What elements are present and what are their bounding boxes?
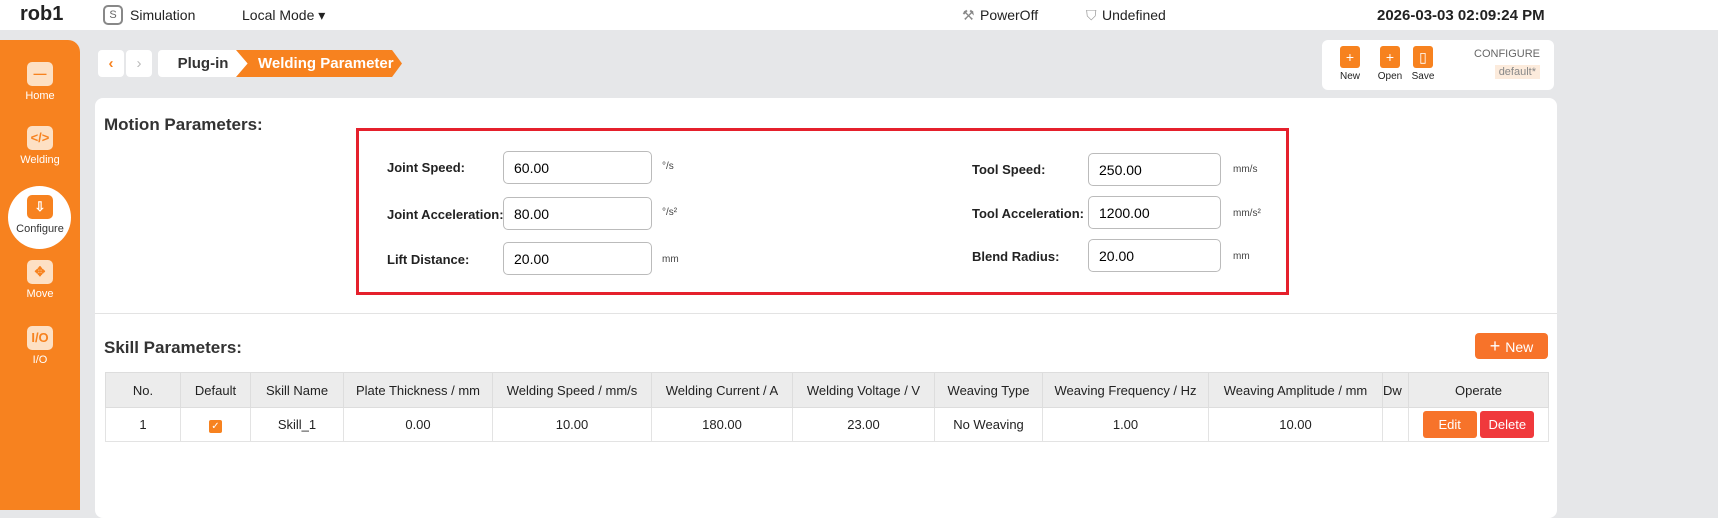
joint-acceleration-label: Joint Acceleration: [387, 207, 504, 222]
delete-button[interactable]: Delete [1480, 411, 1535, 438]
folder-icon: + [1380, 46, 1400, 68]
sidebar-item-configure[interactable]: ⇩ Configure [0, 195, 80, 235]
tool-speed-label: Tool Speed: [972, 162, 1046, 177]
sidebar-item-io[interactable]: I/O I/O [0, 326, 80, 366]
joint-speed-label: Joint Speed: [387, 160, 466, 175]
power-status: PowerOff [980, 7, 1039, 23]
welding-icon: </> [27, 126, 53, 150]
motion-parameters-highlight: Joint Speed: °/s Joint Acceleration: °/s… [356, 128, 1289, 295]
control-mode-dropdown[interactable]: Local Mode ▾ [242, 7, 326, 23]
cell-current: 180.00 [651, 407, 793, 442]
sidebar-item-label: I/O [32, 354, 48, 366]
config-name: default* [1494, 65, 1540, 79]
lift-distance-input[interactable] [503, 242, 652, 275]
robot-name: rob1 [20, 3, 64, 25]
forward-button[interactable]: › [126, 50, 152, 77]
shield-icon: ⛉ [1086, 7, 1097, 23]
safety-status: Undefined [1102, 7, 1166, 23]
back-button[interactable]: ‹ [98, 50, 124, 77]
col-welding-current: Welding Current / A [651, 372, 793, 408]
tool-acceleration-input[interactable] [1088, 196, 1221, 229]
cell-weaving-type: No Weaving [934, 407, 1043, 442]
default-checkbox[interactable]: ✓ [209, 419, 222, 433]
tool-speed-input[interactable] [1088, 153, 1221, 186]
col-dw: Dw [1382, 372, 1409, 408]
edit-button[interactable]: Edit [1422, 411, 1477, 438]
plus-icon: + [1489, 336, 1506, 356]
tool-acceleration-label: Tool Acceleration: [972, 206, 1084, 221]
breadcrumb-plugin[interactable]: Plug-in [158, 50, 248, 77]
table-header: No. Default Skill Name Plate Thickness /… [105, 372, 1549, 408]
sidebar: — Home </> Welding ⇩ Configure ✥ Move I/O I/O [0, 40, 80, 510]
col-skill-name: Skill Name [250, 372, 344, 408]
sidebar-item-label: Move [26, 288, 54, 300]
mode-label: Simulation [130, 7, 196, 23]
sidebar-item-home[interactable]: — Home [0, 62, 80, 102]
cell-voltage: 23.00 [792, 407, 935, 442]
configure-title: CONFIGURE [1474, 48, 1540, 60]
robot-arm-icon: ⚒ [962, 7, 975, 23]
table-row: 1 ✓ Skill_1 0.00 10.00 180.00 23.00 No W… [105, 407, 1549, 442]
col-operate: Operate [1408, 372, 1549, 408]
cell-plate: 0.00 [343, 407, 493, 442]
cell-speed: 10.00 [492, 407, 652, 442]
col-no: No. [105, 372, 181, 408]
breadcrumb-welding-parameter: Welding Parameter [236, 50, 402, 77]
sidebar-item-welding[interactable]: </> Welding [0, 126, 80, 166]
new-skill-button[interactable]: + New [1475, 333, 1548, 359]
cell-default: ✓ [180, 407, 251, 442]
blend-radius-input[interactable] [1088, 239, 1221, 272]
home-icon: — [27, 62, 53, 86]
divider [95, 313, 1557, 314]
new-config-button[interactable]: + New [1335, 46, 1365, 82]
sidebar-item-label: Welding [20, 154, 60, 166]
col-welding-speed: Welding Speed / mm/s [492, 372, 652, 408]
skill-table: No. Default Skill Name Plate Thickness /… [105, 372, 1549, 442]
motion-parameters-title: Motion Parameters: [104, 115, 263, 134]
blend-radius-unit: mm [1233, 251, 1250, 262]
cell-no: 1 [105, 407, 181, 442]
sidebar-item-label: Configure [16, 223, 64, 235]
blend-radius-label: Blend Radius: [972, 249, 1060, 264]
joint-speed-unit: °/s [662, 161, 674, 172]
cell-frequency: 1.00 [1042, 407, 1209, 442]
move-icon: ✥ [27, 260, 53, 284]
joint-speed-input[interactable] [503, 151, 652, 184]
open-config-button[interactable]: + Open [1375, 46, 1405, 82]
col-weaving-amplitude: Weaving Amplitude / mm [1208, 372, 1383, 408]
configure-icon: ⇩ [27, 195, 53, 219]
col-plate-thickness: Plate Thickness / mm [343, 372, 493, 408]
col-weaving-type: Weaving Type [934, 372, 1043, 408]
sidebar-item-move[interactable]: ✥ Move [0, 260, 80, 300]
skill-parameters-title: Skill Parameters: [104, 338, 242, 357]
simulation-icon: S [103, 5, 123, 25]
cell-amplitude: 10.00 [1208, 407, 1383, 442]
io-icon: I/O [27, 326, 53, 350]
col-weaving-frequency: Weaving Frequency / Hz [1042, 372, 1209, 408]
tool-speed-unit: mm/s [1233, 164, 1258, 175]
save-icon: ▯ [1413, 46, 1433, 68]
lift-distance-label: Lift Distance: [387, 252, 470, 267]
cell-skill-name: Skill_1 [250, 407, 344, 442]
configure-panel: + New + Open ▯ Save CONFIGURE default* [1322, 40, 1554, 90]
save-config-button[interactable]: ▯ Save [1408, 46, 1438, 82]
col-welding-voltage: Welding Voltage / V [792, 372, 935, 408]
lift-distance-unit: mm [662, 254, 679, 265]
new-file-icon: + [1340, 46, 1360, 68]
col-default: Default [180, 372, 251, 408]
datetime: 2026-03-03 02:09:24 PM [1377, 7, 1545, 24]
sidebar-item-label: Home [25, 90, 55, 102]
tool-acceleration-unit: mm/s² [1233, 208, 1261, 219]
cell-dw [1382, 407, 1409, 442]
top-bar: rob1 S Simulation Local Mode ▾ ⚒ PowerOf… [0, 0, 1718, 30]
joint-acceleration-unit: °/s² [662, 207, 678, 218]
main-panel: Motion Parameters: Joint Speed: °/s Join… [95, 98, 1557, 518]
cell-operate: Edit Delete [1408, 407, 1549, 442]
joint-acceleration-input[interactable] [503, 197, 652, 230]
